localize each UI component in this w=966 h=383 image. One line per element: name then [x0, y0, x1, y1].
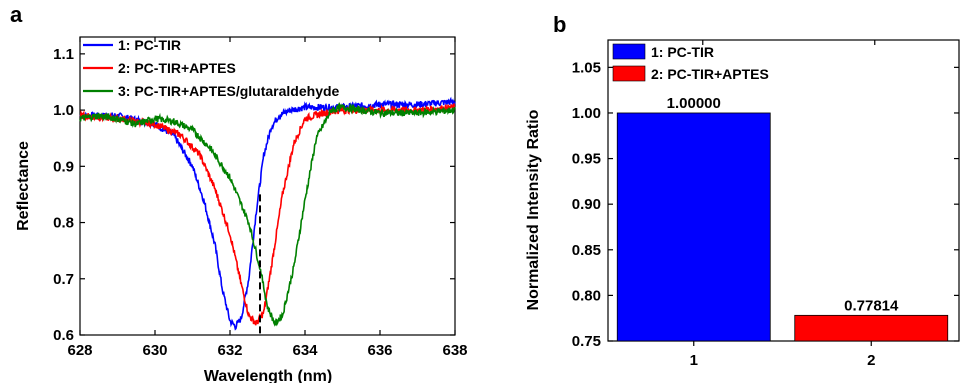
y-tick-label: 0.7 [53, 271, 74, 288]
plot-area-b [607, 39, 960, 342]
y-axis-ticks-b: 0.75 0.80 0.85 0.90 0.95 1.00 1.05 [572, 59, 959, 350]
y-tick-label: 1.00 [572, 105, 601, 122]
bar-value-label-1: 1.00000 [667, 95, 721, 112]
series-line-1 [79, 96, 456, 331]
plot-area-a [79, 36, 456, 336]
y-tick-label: 1.1 [53, 46, 74, 63]
y-tick-label: 0.90 [572, 196, 601, 213]
x-tick-label: 2 [867, 352, 875, 369]
y-tick-label: 0.9 [53, 158, 74, 175]
legend-b: 1: PC-TIR 2: PC-TIR+APTES [612, 43, 769, 82]
y-tick-label: 1.0 [53, 102, 74, 119]
panel-label-b: b [553, 12, 566, 37]
panel-b: b 0.750.800.850.900.951.001.05 1.000000.… [525, 12, 960, 369]
x-tick-label: 636 [367, 342, 392, 359]
bar-2 [794, 314, 949, 342]
bars-group-b: 1.00000 0.77814 [616, 95, 949, 342]
x-tick-label: 1 [690, 352, 698, 369]
legend-label-1: 1: PC-TIR [118, 37, 181, 53]
y-tick-label: 1.05 [572, 59, 601, 76]
legend-label-2: 2: PC-TIR+APTES [651, 66, 769, 82]
x-tick-label: 630 [142, 342, 167, 359]
legend-swatch-2 [612, 65, 646, 82]
bar-1 [616, 112, 771, 342]
legend-label-2: 2: PC-TIR+APTES [118, 60, 236, 76]
x-tick-label: 638 [442, 342, 467, 359]
legend-label-1: 1: PC-TIR [651, 44, 714, 60]
y-axis-ticks-a: 0.6 0.7 0.8 0.9 1.0 1.1 [53, 46, 455, 344]
panel-a: a 0.60.70.80.91.01.1 628 630 632 634 636 638 … [10, 2, 468, 383]
legend-a: 1: PC-TIR 2: PC-TIR+APTES 3: PC-TIR+APTES/… [83, 37, 340, 99]
y-tick-label: 0.6 [53, 327, 74, 344]
y-axis-title-b: Normalized Intensity Ratio [525, 109, 542, 310]
x-tick-label: 632 [217, 342, 242, 359]
series-group-a [79, 96, 456, 331]
y-tick-label: 0.85 [572, 242, 601, 259]
x-axis-title-a: Wavelength (nm) [204, 368, 332, 383]
y-tick-label: 0.95 [572, 151, 601, 168]
x-tick-label: 634 [292, 342, 318, 359]
series-line-3 [79, 101, 456, 327]
y-tick-label: 0.75 [572, 333, 601, 350]
y-axis-title-a: Reflectance [15, 141, 32, 231]
y-tick-label: 0.8 [53, 215, 74, 232]
legend-swatch-1 [612, 43, 646, 60]
bar-value-label-2: 0.77814 [844, 297, 899, 314]
legend-label-3: 3: PC-TIR+APTES/glutaraldehyde [118, 83, 340, 99]
x-tick-label: 628 [67, 342, 92, 359]
x-axis-ticks-a: 628 630 632 634 636 638 [67, 37, 468, 359]
y-tick-label: 0.80 [572, 287, 601, 304]
panel-label-a: a [10, 2, 23, 27]
